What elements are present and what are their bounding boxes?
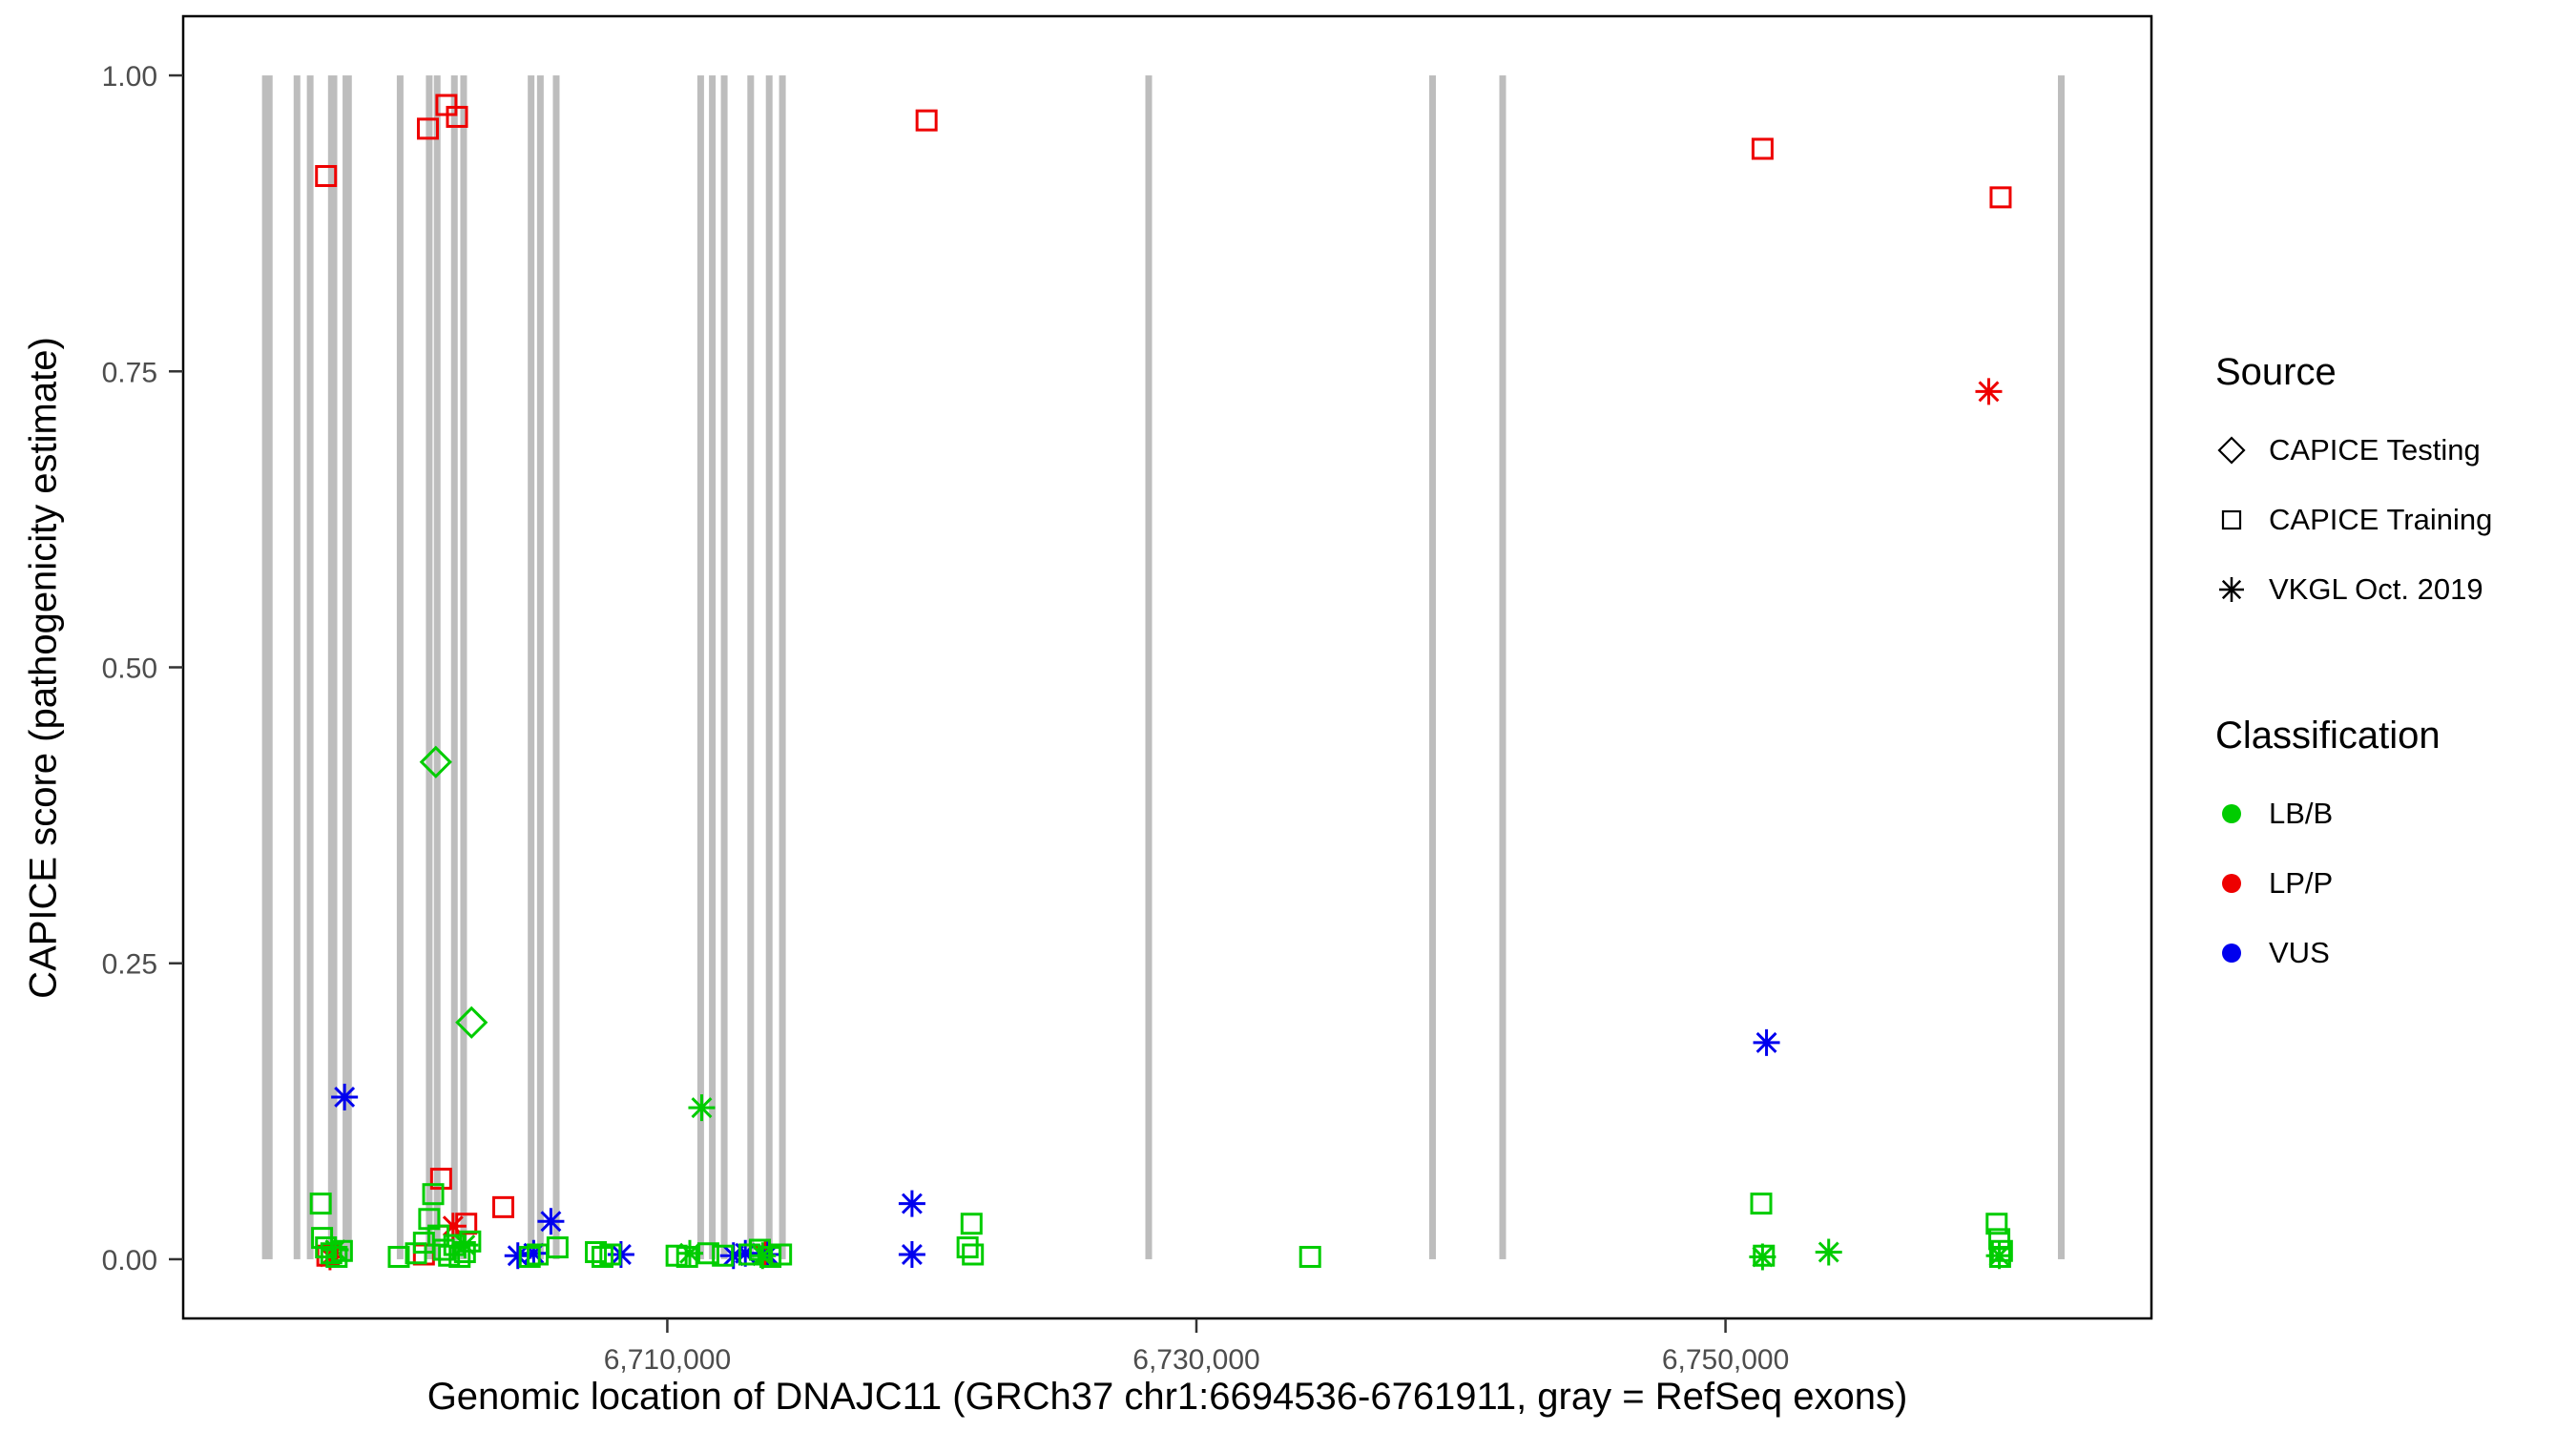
data-point xyxy=(696,1242,719,1265)
data-point xyxy=(1975,378,2003,405)
data-point xyxy=(416,117,439,140)
legend-item-label: LP/P xyxy=(2269,865,2334,900)
legend-item-lbb: LB/B xyxy=(2215,778,2492,848)
data-point xyxy=(325,1245,348,1268)
data-point xyxy=(960,1213,983,1235)
exon-bar xyxy=(709,75,717,1259)
legend-item-label: LB/B xyxy=(2269,796,2334,830)
data-point xyxy=(422,1183,445,1206)
x-tick-label: 6,750,000 xyxy=(1662,1344,1789,1376)
legend-item-vus: VUS xyxy=(2215,918,2492,987)
data-point xyxy=(599,1243,622,1266)
legend-item-vkgl: VKGL Oct. 2019 xyxy=(2215,554,2492,624)
legend-item-label: CAPICE Training xyxy=(2269,502,2493,536)
data-point xyxy=(419,745,452,778)
exon-bar xyxy=(1429,75,1437,1259)
exon-bar xyxy=(261,75,273,1259)
exon-bar xyxy=(779,75,786,1259)
exon-bar xyxy=(450,75,458,1259)
data-point xyxy=(537,1208,565,1235)
data-point xyxy=(546,1236,569,1259)
square-icon xyxy=(2221,509,2242,529)
exon-bar xyxy=(536,75,544,1259)
data-point xyxy=(1751,137,1774,160)
data-point xyxy=(1753,1244,1776,1267)
data-point xyxy=(446,105,468,128)
data-point xyxy=(591,1245,613,1268)
diamond-icon xyxy=(2217,435,2246,465)
exon-bar xyxy=(765,75,773,1259)
data-point xyxy=(962,1243,985,1266)
exon-bar xyxy=(747,75,755,1259)
data-point xyxy=(459,1230,482,1253)
data-point xyxy=(956,1236,979,1259)
y-tick-label: 0.00 xyxy=(102,1245,157,1276)
exon-bar xyxy=(327,75,338,1259)
y-tick-label: 1.00 xyxy=(102,61,157,93)
green-dot-icon xyxy=(2222,803,2241,823)
exon-bar xyxy=(460,75,467,1259)
data-point xyxy=(492,1195,515,1218)
data-point xyxy=(712,1244,735,1267)
x-tick-label: 6,710,000 xyxy=(604,1344,731,1376)
x-tick-label: 6,730,000 xyxy=(1132,1344,1259,1376)
data-point xyxy=(518,1245,541,1268)
y-tick-label: 0.75 xyxy=(102,357,157,388)
data-point xyxy=(675,1245,698,1268)
data-point xyxy=(331,1083,359,1110)
y-axis-title: CAPICE score (pathogenicity estimate) xyxy=(22,337,65,999)
data-point xyxy=(770,1243,793,1266)
legend-item-capice-training: CAPICE Training xyxy=(2215,485,2492,554)
data-point xyxy=(1990,1239,2013,1262)
data-point xyxy=(915,109,938,132)
exon-bar xyxy=(696,75,704,1259)
legend-item-lpp: LP/P xyxy=(2215,848,2492,918)
exon-bar xyxy=(433,75,441,1259)
y-tick-label: 0.50 xyxy=(102,653,157,685)
exon-bar xyxy=(1499,75,1506,1259)
data-point xyxy=(330,1239,353,1262)
legend-item-label: VKGL Oct. 2019 xyxy=(2269,571,2483,606)
data-point xyxy=(1298,1245,1321,1268)
legend-item-capice-testing: CAPICE Testing xyxy=(2215,415,2492,485)
exon-bar xyxy=(426,75,433,1259)
x-axis-title: Genomic location of DNAJC11 (GRCh37 chr1… xyxy=(426,1376,1908,1418)
exon-bar xyxy=(396,75,404,1259)
y-tick-label: 0.25 xyxy=(102,949,157,981)
legend: Source CAPICE Testing CAPICE Training xyxy=(2215,351,2492,987)
data-point xyxy=(1750,1192,1773,1215)
blue-dot-icon xyxy=(2222,943,2241,963)
data-point xyxy=(898,1240,925,1268)
data-point xyxy=(1753,1028,1780,1056)
exon-bar xyxy=(1145,75,1153,1259)
exon-bar xyxy=(552,75,560,1259)
legend-item-label: VUS xyxy=(2269,935,2330,969)
asterisk-icon xyxy=(2219,576,2244,602)
data-point xyxy=(585,1241,608,1264)
data-point xyxy=(688,1094,716,1122)
panel-border xyxy=(181,14,2153,1320)
legend-item-label: CAPICE Testing xyxy=(2269,432,2481,467)
legend-source-title: Source xyxy=(2215,351,2337,393)
data-point xyxy=(387,1245,410,1268)
red-dot-icon xyxy=(2222,873,2241,893)
exon-bar xyxy=(306,75,314,1259)
data-point xyxy=(309,1192,332,1215)
legend-classification-title: Classification xyxy=(2215,715,2441,757)
data-point xyxy=(429,1168,452,1191)
exon-bar xyxy=(343,75,352,1259)
data-point xyxy=(1989,186,2012,209)
data-point xyxy=(898,1190,925,1217)
exon-bar xyxy=(528,75,535,1259)
data-point xyxy=(315,165,338,188)
data-point xyxy=(1988,1245,2011,1268)
data-point xyxy=(1815,1238,1842,1266)
exon-bar xyxy=(293,75,301,1259)
exon-bar xyxy=(2057,75,2065,1259)
exon-bar xyxy=(720,75,728,1259)
data-point xyxy=(1985,1213,2008,1235)
data-point xyxy=(455,1006,488,1039)
